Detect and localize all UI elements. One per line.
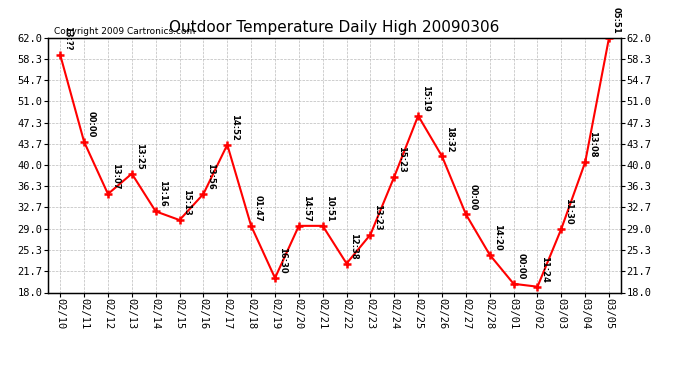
Text: 18:32: 18:32 [445, 126, 454, 152]
Text: 00:00: 00:00 [469, 184, 477, 210]
Title: Outdoor Temperature Daily High 20090306: Outdoor Temperature Daily High 20090306 [170, 20, 500, 35]
Text: 14:52: 14:52 [230, 114, 239, 141]
Text: 13:07: 13:07 [110, 163, 120, 190]
Text: 00:00: 00:00 [516, 253, 525, 280]
Text: 13:16: 13:16 [159, 180, 168, 207]
Text: 13:56: 13:56 [206, 163, 215, 190]
Text: 13:??: 13:?? [63, 26, 72, 51]
Text: 12:38: 12:38 [349, 233, 358, 260]
Text: 15:23: 15:23 [397, 146, 406, 172]
Text: 00:00: 00:00 [87, 111, 96, 138]
Text: 13:25: 13:25 [135, 143, 144, 170]
Text: 16:30: 16:30 [278, 247, 287, 274]
Text: 11:24: 11:24 [540, 256, 549, 282]
Text: 13:23: 13:23 [373, 204, 382, 230]
Text: 14:20: 14:20 [493, 224, 502, 251]
Text: 15:19: 15:19 [421, 85, 430, 112]
Text: 11:30: 11:30 [564, 198, 573, 225]
Text: 14:57: 14:57 [302, 195, 310, 222]
Text: 01:47: 01:47 [254, 195, 263, 222]
Text: Copyright 2009 Cartronics.com: Copyright 2009 Cartronics.com [54, 27, 195, 36]
Text: 13:08: 13:08 [588, 131, 597, 158]
Text: 05:51: 05:51 [612, 7, 621, 33]
Text: 15:13: 15:13 [182, 189, 191, 216]
Text: 10:51: 10:51 [326, 195, 335, 222]
